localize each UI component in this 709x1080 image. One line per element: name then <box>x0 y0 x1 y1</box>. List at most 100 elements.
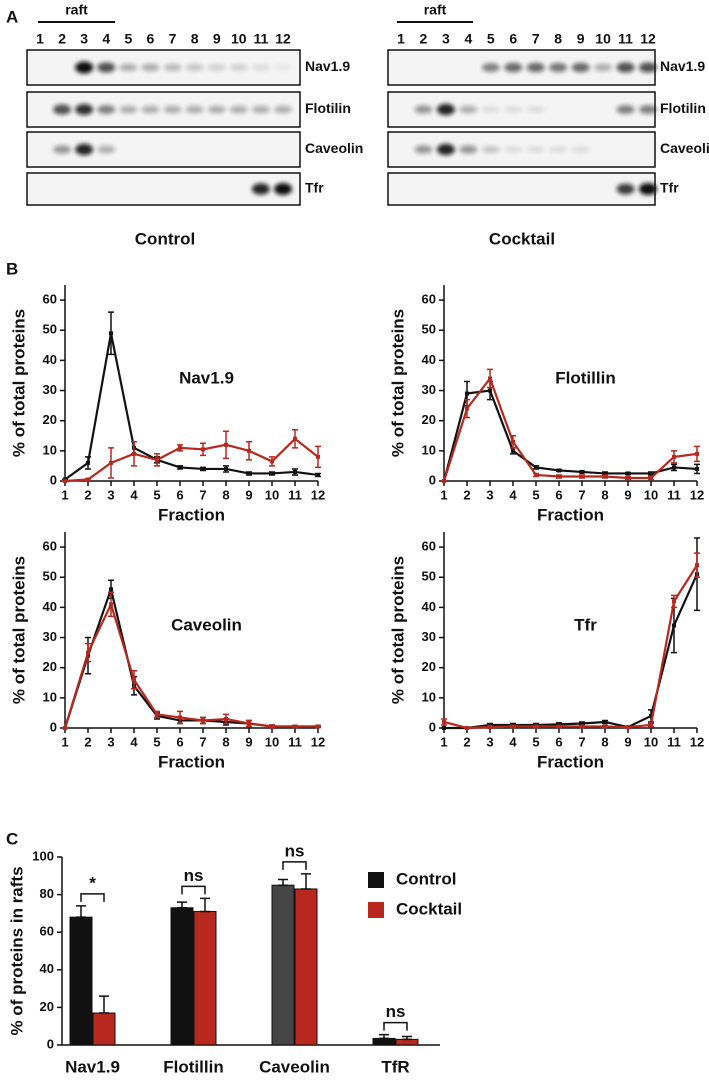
band <box>163 105 182 114</box>
error-bar <box>177 901 187 909</box>
band <box>436 103 455 116</box>
point <box>270 724 274 729</box>
y-tick-label: 60 <box>422 292 436 307</box>
band <box>207 64 226 71</box>
significance-bracket <box>383 1021 408 1031</box>
panel-label: A <box>6 7 18 26</box>
x-tick-label: 5 <box>532 487 539 502</box>
series-line <box>64 437 319 483</box>
point <box>442 479 446 483</box>
x-tick-label: TfR <box>381 1057 409 1076</box>
x-axis-title: Fraction <box>537 752 604 771</box>
x-tick-label: 5 <box>532 734 539 749</box>
y-tick-label: 20 <box>422 659 436 674</box>
point <box>603 724 607 729</box>
band <box>75 103 94 116</box>
x-tick-label: 10 <box>644 487 658 502</box>
x-tick-label: 2 <box>463 734 470 749</box>
raft-label: raft <box>65 2 88 18</box>
lane-label: 10 <box>231 31 247 47</box>
point <box>178 715 182 720</box>
x-tick-label: 2 <box>463 487 470 502</box>
x-tick-label: 5 <box>153 734 160 749</box>
series-line <box>443 564 698 730</box>
y-tick-label: 20 <box>43 659 57 674</box>
band <box>185 105 204 114</box>
point <box>603 471 607 476</box>
point <box>155 457 159 462</box>
x-tick-label: 12 <box>690 487 704 502</box>
point <box>695 451 699 456</box>
y-tick-label: 20 <box>43 412 57 427</box>
x-tick-label: 2 <box>84 734 91 749</box>
x-tick-label: 10 <box>644 734 658 749</box>
x-tick-label: 7 <box>578 734 585 749</box>
legend-swatch <box>368 902 384 918</box>
point <box>86 460 90 465</box>
lane-label: 6 <box>147 31 155 47</box>
significance-label: ns <box>386 1002 406 1021</box>
protein-label: Nav1.9 <box>660 58 705 74</box>
y-tick-label: 10 <box>43 442 57 457</box>
x-axis-title: Fraction <box>537 505 604 524</box>
point <box>201 466 205 471</box>
lane-label: 1 <box>36 31 44 47</box>
band <box>526 62 545 73</box>
point <box>580 721 584 726</box>
condition-label: Cocktail <box>489 229 555 248</box>
y-tick-label: 10 <box>422 689 436 704</box>
legend-label: Cocktail <box>396 899 462 918</box>
x-tick-label: 11 <box>288 734 302 749</box>
point <box>557 474 561 479</box>
chart-title: Flotillin <box>555 368 615 387</box>
point <box>86 650 90 655</box>
point <box>672 465 676 470</box>
y-tick-label: 50 <box>422 569 436 584</box>
point <box>465 391 469 396</box>
protein-label: Tfr <box>660 180 679 196</box>
y-axis-title: % of total proteins <box>388 309 407 457</box>
x-tick-label: 6 <box>176 734 183 749</box>
lane-label: 9 <box>213 31 221 47</box>
error-bar <box>99 995 109 1014</box>
y-tick-label: 60 <box>43 539 57 554</box>
band <box>53 145 72 154</box>
point <box>580 469 584 474</box>
y-axis-title: % of total proteins <box>9 309 28 457</box>
point <box>557 468 561 473</box>
point <box>132 677 136 682</box>
x-tick-label: 7 <box>199 734 206 749</box>
point <box>63 726 67 730</box>
y-axis-title: % of total proteins <box>9 556 28 704</box>
x-tick-label: 3 <box>107 734 114 749</box>
lane-label: 12 <box>275 31 291 47</box>
bar <box>193 911 217 1046</box>
point <box>511 724 515 729</box>
x-tick-label: 8 <box>601 487 608 502</box>
point <box>109 587 113 592</box>
point <box>534 724 538 729</box>
point <box>247 448 251 453</box>
band <box>75 61 94 74</box>
lane-label: 2 <box>58 31 66 47</box>
point <box>557 722 561 727</box>
x-tick-label: 4 <box>130 734 138 749</box>
protein-label: Caveolin <box>660 140 709 156</box>
point <box>270 471 274 476</box>
protein-label: Tfr <box>305 180 324 196</box>
point <box>247 721 251 726</box>
point <box>511 448 515 453</box>
y-tick-label: 0 <box>47 1036 54 1051</box>
band <box>459 145 478 154</box>
point <box>626 725 630 730</box>
point <box>247 471 251 476</box>
y-tick-label: 10 <box>422 442 436 457</box>
point <box>132 451 136 456</box>
lane-label: 4 <box>102 31 110 47</box>
protein-label: Caveolin <box>305 140 363 156</box>
x-tick-label: 8 <box>601 734 608 749</box>
point <box>534 465 538 470</box>
chart-title: Tfr <box>574 615 597 634</box>
x-tick-label: 8 <box>222 734 229 749</box>
bar <box>170 907 194 1046</box>
